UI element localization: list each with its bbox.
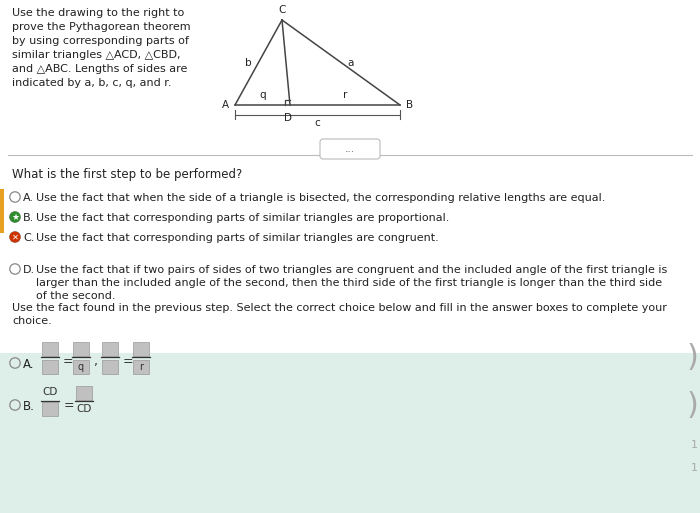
Text: r: r	[139, 362, 143, 372]
Text: Use the fact that corresponding parts of similar triangles are proportional.: Use the fact that corresponding parts of…	[36, 213, 449, 223]
Text: r: r	[343, 90, 347, 100]
Text: b: b	[245, 57, 251, 68]
Text: What is the first step to be performed?: What is the first step to be performed?	[12, 168, 242, 181]
Text: D: D	[284, 113, 292, 123]
Text: B.: B.	[23, 213, 34, 223]
FancyBboxPatch shape	[320, 139, 380, 159]
Text: =: =	[123, 356, 134, 368]
Text: q: q	[78, 362, 84, 372]
Text: =: =	[64, 400, 75, 412]
Text: 1: 1	[691, 463, 698, 473]
Bar	[133, 360, 149, 374]
Text: ,: ,	[94, 356, 98, 368]
Text: prove the Pythagorean theorem: prove the Pythagorean theorem	[12, 22, 190, 32]
Text: and △ABC. Lengths of sides are: and △ABC. Lengths of sides are	[12, 64, 188, 74]
Text: choice.: choice.	[12, 316, 52, 326]
Text: B: B	[406, 100, 413, 110]
Text: larger than the included angle of the second, then the third side of the first t: larger than the included angle of the se…	[36, 278, 662, 288]
Text: C.: C.	[23, 233, 34, 243]
Bar	[102, 360, 118, 374]
Bar	[133, 342, 149, 356]
Bar	[102, 342, 118, 356]
Text: B.: B.	[23, 400, 35, 413]
Text: a: a	[347, 57, 354, 68]
Text: ): )	[686, 344, 698, 372]
Text: by using corresponding parts of: by using corresponding parts of	[12, 36, 189, 46]
Circle shape	[10, 231, 20, 243]
Text: Use the fact that corresponding parts of similar triangles are congruent.: Use the fact that corresponding parts of…	[36, 233, 439, 243]
Text: ★: ★	[11, 212, 19, 222]
Text: Use the drawing to the right to: Use the drawing to the right to	[12, 8, 184, 18]
Bar	[73, 360, 89, 374]
Text: 1: 1	[691, 440, 698, 450]
Text: A: A	[222, 100, 229, 110]
Text: CD: CD	[76, 404, 92, 414]
Text: ...: ...	[345, 144, 355, 154]
Text: A.: A.	[23, 358, 34, 371]
Text: similar triangles △ACD, △CBD,: similar triangles △ACD, △CBD,	[12, 50, 181, 60]
Bar	[0, 353, 700, 513]
Text: indicated by a, b, c, q, and r.: indicated by a, b, c, q, and r.	[12, 78, 172, 88]
Text: c: c	[314, 118, 321, 128]
Text: D.: D.	[23, 265, 35, 275]
Text: =: =	[63, 356, 74, 368]
Text: Use the fact that if two pairs of sides of two triangles are congruent and the i: Use the fact that if two pairs of sides …	[36, 265, 667, 275]
Text: A.: A.	[23, 193, 34, 203]
Text: ✕: ✕	[11, 232, 18, 241]
Text: Use the fact found in the previous step. Select the correct choice below and fil: Use the fact found in the previous step.…	[12, 303, 667, 313]
Text: Use the fact that when the side of a triangle is bisected, the corresponding rel: Use the fact that when the side of a tri…	[36, 193, 606, 203]
Text: ): )	[686, 390, 698, 420]
Bar	[42, 360, 58, 374]
Bar	[42, 342, 58, 356]
Text: CD: CD	[42, 387, 57, 397]
Bar	[76, 386, 92, 400]
Text: C: C	[279, 5, 286, 15]
Bar	[73, 342, 89, 356]
Text: q: q	[259, 90, 266, 100]
Bar	[42, 402, 58, 416]
Bar	[0, 189, 4, 233]
Text: of the second.: of the second.	[36, 291, 116, 301]
Circle shape	[10, 211, 20, 223]
